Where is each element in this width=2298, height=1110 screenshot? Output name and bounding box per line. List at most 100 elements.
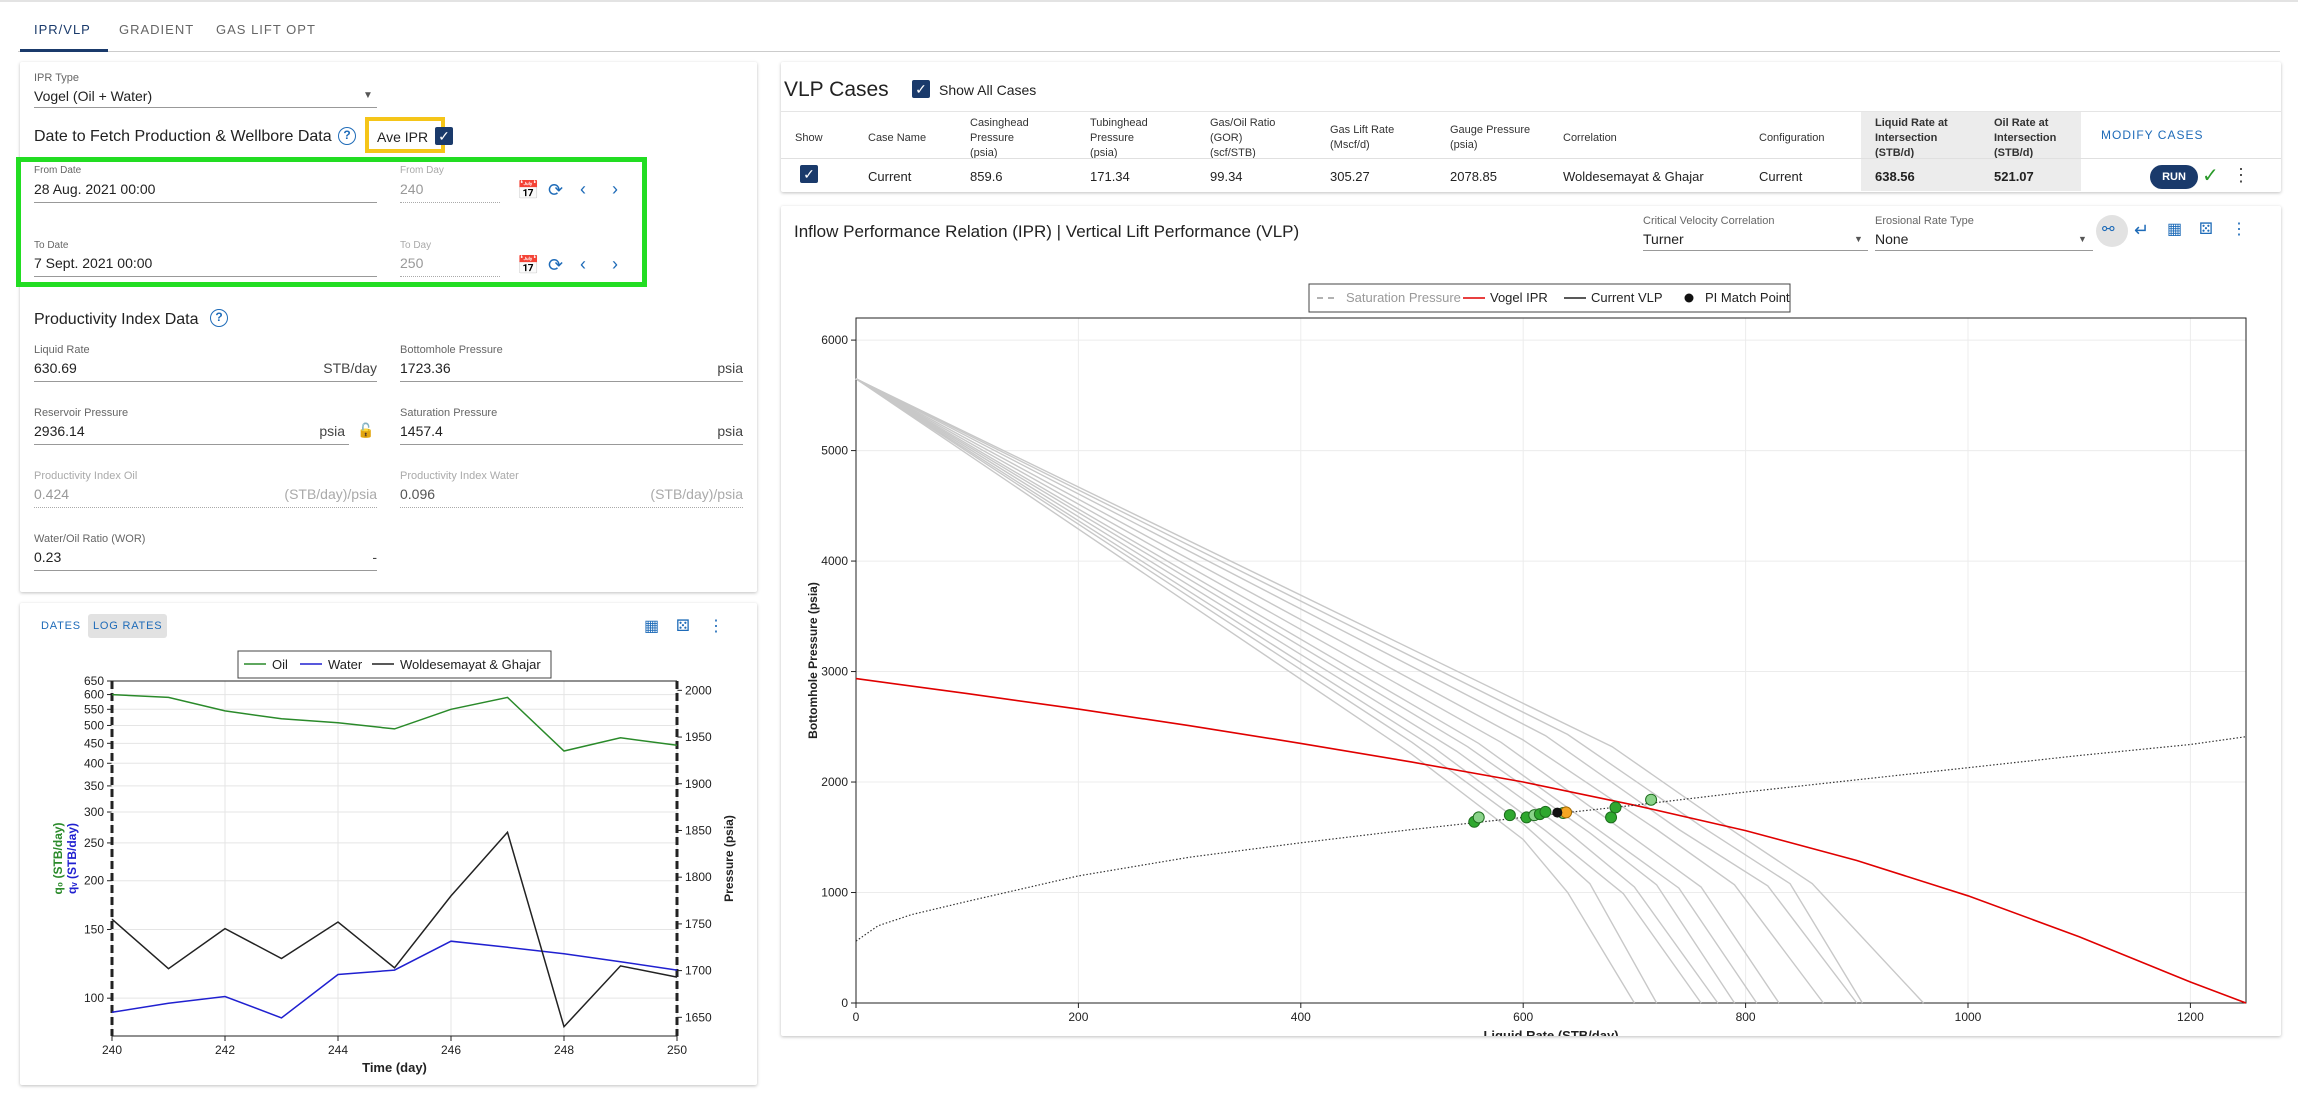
cell-gas-lift: 305.27: [1330, 169, 1370, 184]
log-rates-button[interactable]: LOG RATES: [88, 614, 168, 638]
chevron-down-icon[interactable]: ▼: [2078, 234, 2087, 244]
col-header: Gas Lift Rate (Mscf/d): [1330, 123, 1394, 153]
x-tick-label: 1000: [1955, 1010, 1982, 1024]
x-tick-label: 246: [441, 1043, 461, 1057]
bhp-label: Bottomhole Pressure: [400, 344, 503, 356]
vlp-case-line: [855, 378, 1736, 1004]
col-header: Show: [795, 131, 823, 146]
enter-icon[interactable]: ↵: [2134, 220, 2150, 240]
col-header: Oil Rate at Intersection (STB/d): [1994, 116, 2056, 161]
ipr-input-panel: IPR Type Vogel (Oil + Water) ▼ Date to F…: [16, 62, 757, 592]
match-point: [1503, 809, 1516, 822]
col-header-line: (psia): [1090, 147, 1118, 159]
y-tick-label: 400: [84, 756, 104, 770]
y-tick-label: 350: [84, 779, 104, 793]
y-tick-label: 500: [84, 718, 104, 732]
more-vert-icon[interactable]: ⋮: [2231, 221, 2247, 238]
pi-oil-underline: [34, 507, 377, 508]
y-tick-label: 450: [84, 736, 104, 750]
wor-input[interactable]: 0.23: [34, 549, 62, 565]
wor-underline: [34, 570, 377, 571]
chevron-left-icon[interactable]: ‹: [580, 179, 586, 199]
chevron-right-icon[interactable]: ›: [612, 254, 618, 274]
ave-ipr-checkbox[interactable]: ✓: [435, 127, 453, 145]
y2-tick-label: 1900: [685, 777, 712, 791]
bhp-input[interactable]: 1723.36: [400, 360, 451, 376]
help-icon[interactable]: ?: [210, 309, 228, 327]
y-tick-label: 0: [841, 996, 848, 1010]
ipr-type-select[interactable]: Vogel (Oil + Water): [34, 88, 153, 104]
res-pressure-unit: psia: [319, 423, 345, 439]
tab-gas-lift-opt[interactable]: GAS LIFT OPT: [216, 22, 316, 37]
to-date-input[interactable]: 7 Sept. 2021 00:00: [34, 255, 153, 271]
y2-tick-label: 2000: [685, 683, 712, 697]
calendar-search-icon[interactable]: 📅: [517, 180, 540, 200]
x-tick-label: 242: [215, 1043, 235, 1057]
from-date-input[interactable]: 28 Aug. 2021 00:00: [34, 181, 156, 197]
to-day-label: To Day: [400, 240, 432, 251]
x-tick-label: 400: [1291, 1010, 1311, 1024]
chevron-left-icon[interactable]: ‹: [580, 254, 586, 274]
col-header-line: (STB/d): [1994, 147, 2034, 159]
calendar-search-icon[interactable]: 📅: [517, 255, 540, 275]
col-header: Gauge Pressure (psia): [1450, 123, 1530, 153]
crit-vel-underline: [1643, 250, 1868, 251]
y2-tick-label: 1800: [685, 870, 712, 884]
run-button[interactable]: RUN: [2150, 165, 2198, 189]
refresh-icon[interactable]: ⟳: [548, 255, 564, 275]
erosional-select[interactable]: None: [1875, 231, 1909, 247]
wor-label: Water/Oil Ratio (WOR): [34, 533, 146, 545]
pi-oil-unit: (STB/day)/psia: [284, 486, 377, 502]
table-icon[interactable]: ▦: [644, 618, 660, 635]
crit-vel-select[interactable]: Turner: [1643, 231, 1684, 247]
tab-ipr-vlp[interactable]: IPR/VLP: [34, 22, 91, 37]
chevron-down-icon[interactable]: ▼: [1854, 234, 1863, 244]
show-all-checkbox[interactable]: ✓: [912, 80, 930, 98]
cell-configuration: Current: [1759, 169, 1803, 184]
scatter-icon[interactable]: ⚄: [676, 618, 690, 635]
pi-water-input: 0.096: [400, 486, 436, 502]
x-tick-label: 0: [853, 1010, 860, 1024]
modify-cases-button[interactable]: MODIFY CASES: [2101, 128, 2204, 142]
row-show-checkbox[interactable]: ✓: [800, 165, 818, 183]
cell-tubinghead: 171.34: [1090, 169, 1130, 184]
legend-label-pi: PI Match Point: [1705, 290, 1790, 305]
sat-pressure-input[interactable]: 1457.4: [400, 423, 443, 439]
x-tick-label: 200: [1068, 1010, 1088, 1024]
tab-gradient[interactable]: GRADIENT: [119, 22, 195, 37]
pressure-line: [111, 830, 678, 1029]
liquid-rate-input[interactable]: 630.69: [34, 360, 77, 376]
help-icon[interactable]: ?: [338, 127, 356, 145]
y-tick-label: 3000: [821, 665, 848, 679]
plot-frame: [855, 317, 2247, 1004]
from-day-underline: [400, 202, 500, 203]
table-icon[interactable]: ▦: [2167, 221, 2183, 238]
lock-open-icon[interactable]: 🔓: [357, 422, 375, 438]
refresh-icon[interactable]: ⟳: [548, 180, 564, 200]
vlp-case-line: [855, 378, 1863, 1004]
more-vert-icon[interactable]: ⋮: [2232, 165, 2250, 185]
chart-title: Inflow Performance Relation (IPR) | Vert…: [794, 222, 1300, 241]
res-pressure-input[interactable]: 2936.14: [34, 423, 85, 439]
more-vert-icon[interactable]: ⋮: [708, 618, 724, 635]
y2-axis-title: Pressure (psia): [722, 815, 736, 902]
col-header-line: Intersection: [1875, 132, 1938, 144]
col-header: Correlation: [1563, 131, 1617, 146]
x-tick-label: 800: [1736, 1010, 1756, 1024]
y-tick-label: 2000: [821, 775, 848, 789]
from-day-input[interactable]: 240: [400, 181, 424, 197]
pi-water-unit: (STB/day)/psia: [650, 486, 743, 502]
vlp-cases-title: VLP Cases: [784, 78, 889, 101]
dates-button[interactable]: DATES: [41, 620, 81, 632]
col-header-line: Gauge Pressure: [1450, 124, 1531, 136]
match-tool-icon[interactable]: ⚯: [2102, 221, 2115, 238]
col-header-line: (psia): [1450, 139, 1478, 151]
chevron-right-icon[interactable]: ›: [612, 179, 618, 199]
to-day-input[interactable]: 250: [400, 255, 424, 271]
cell-case-name: Current: [868, 169, 912, 184]
chevron-down-icon[interactable]: ▼: [363, 90, 373, 101]
col-header-line: Casinghead: [970, 117, 1029, 129]
col-header-line: Intersection: [1994, 132, 2057, 144]
scatter-icon[interactable]: ⚄: [2199, 221, 2213, 238]
legend-label-water: Water: [328, 657, 363, 672]
